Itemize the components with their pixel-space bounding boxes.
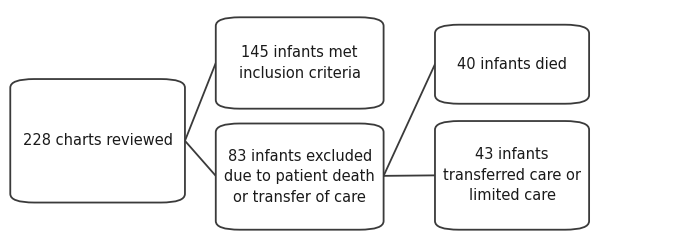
Text: 145 infants met
inclusion criteria: 145 infants met inclusion criteria: [238, 45, 361, 81]
Text: 43 infants
transferred care or
limited care: 43 infants transferred care or limited c…: [443, 147, 581, 203]
FancyBboxPatch shape: [435, 25, 589, 104]
FancyBboxPatch shape: [435, 121, 589, 230]
Text: 83 infants excluded
due to patient death
or transfer of care: 83 infants excluded due to patient death…: [224, 149, 375, 205]
FancyBboxPatch shape: [10, 79, 185, 203]
Text: 228 charts reviewed: 228 charts reviewed: [23, 133, 173, 148]
FancyBboxPatch shape: [216, 124, 384, 230]
Text: 40 infants died: 40 infants died: [457, 57, 567, 72]
FancyBboxPatch shape: [216, 17, 384, 109]
